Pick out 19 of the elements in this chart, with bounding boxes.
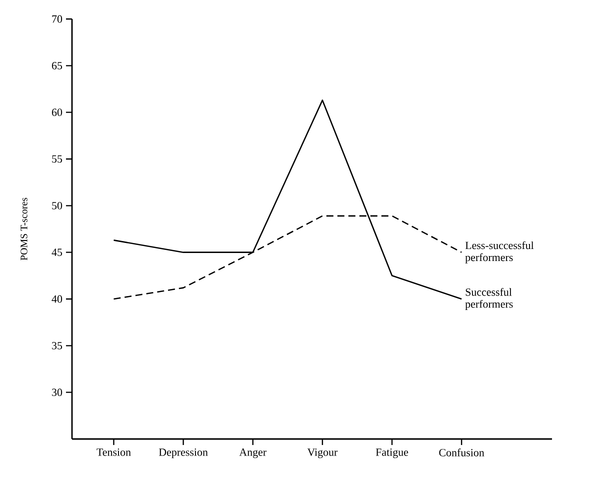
line-series — [113, 100, 462, 300]
series-label: Successful performers — [465, 288, 513, 310]
y-tick-label: 30 — [52, 388, 62, 396]
series-label: Less-successful performers — [465, 241, 534, 264]
x-tick-label: Confusion — [439, 448, 484, 456]
x-tick-label: Tension — [96, 448, 131, 456]
y-tick-label: 40 — [52, 295, 62, 303]
x-tick-label: Vigour — [307, 448, 338, 458]
x-tick-label: Fatigue — [376, 448, 408, 458]
y-tick-label: 65 — [52, 62, 62, 70]
x-tick-label: Depression — [158, 448, 208, 458]
y-axis-title: POMS T-scores — [20, 198, 28, 260]
x-tick-label: Anger — [239, 448, 266, 458]
y-tick-label: 70 — [52, 15, 62, 23]
y-tick-label: 55 — [52, 155, 62, 163]
y-tick-label: 35 — [52, 342, 62, 350]
y-tick-label: 50 — [52, 202, 62, 210]
y-tick-label: 45 — [52, 248, 62, 256]
y-tick-label: 60 — [52, 108, 62, 116]
